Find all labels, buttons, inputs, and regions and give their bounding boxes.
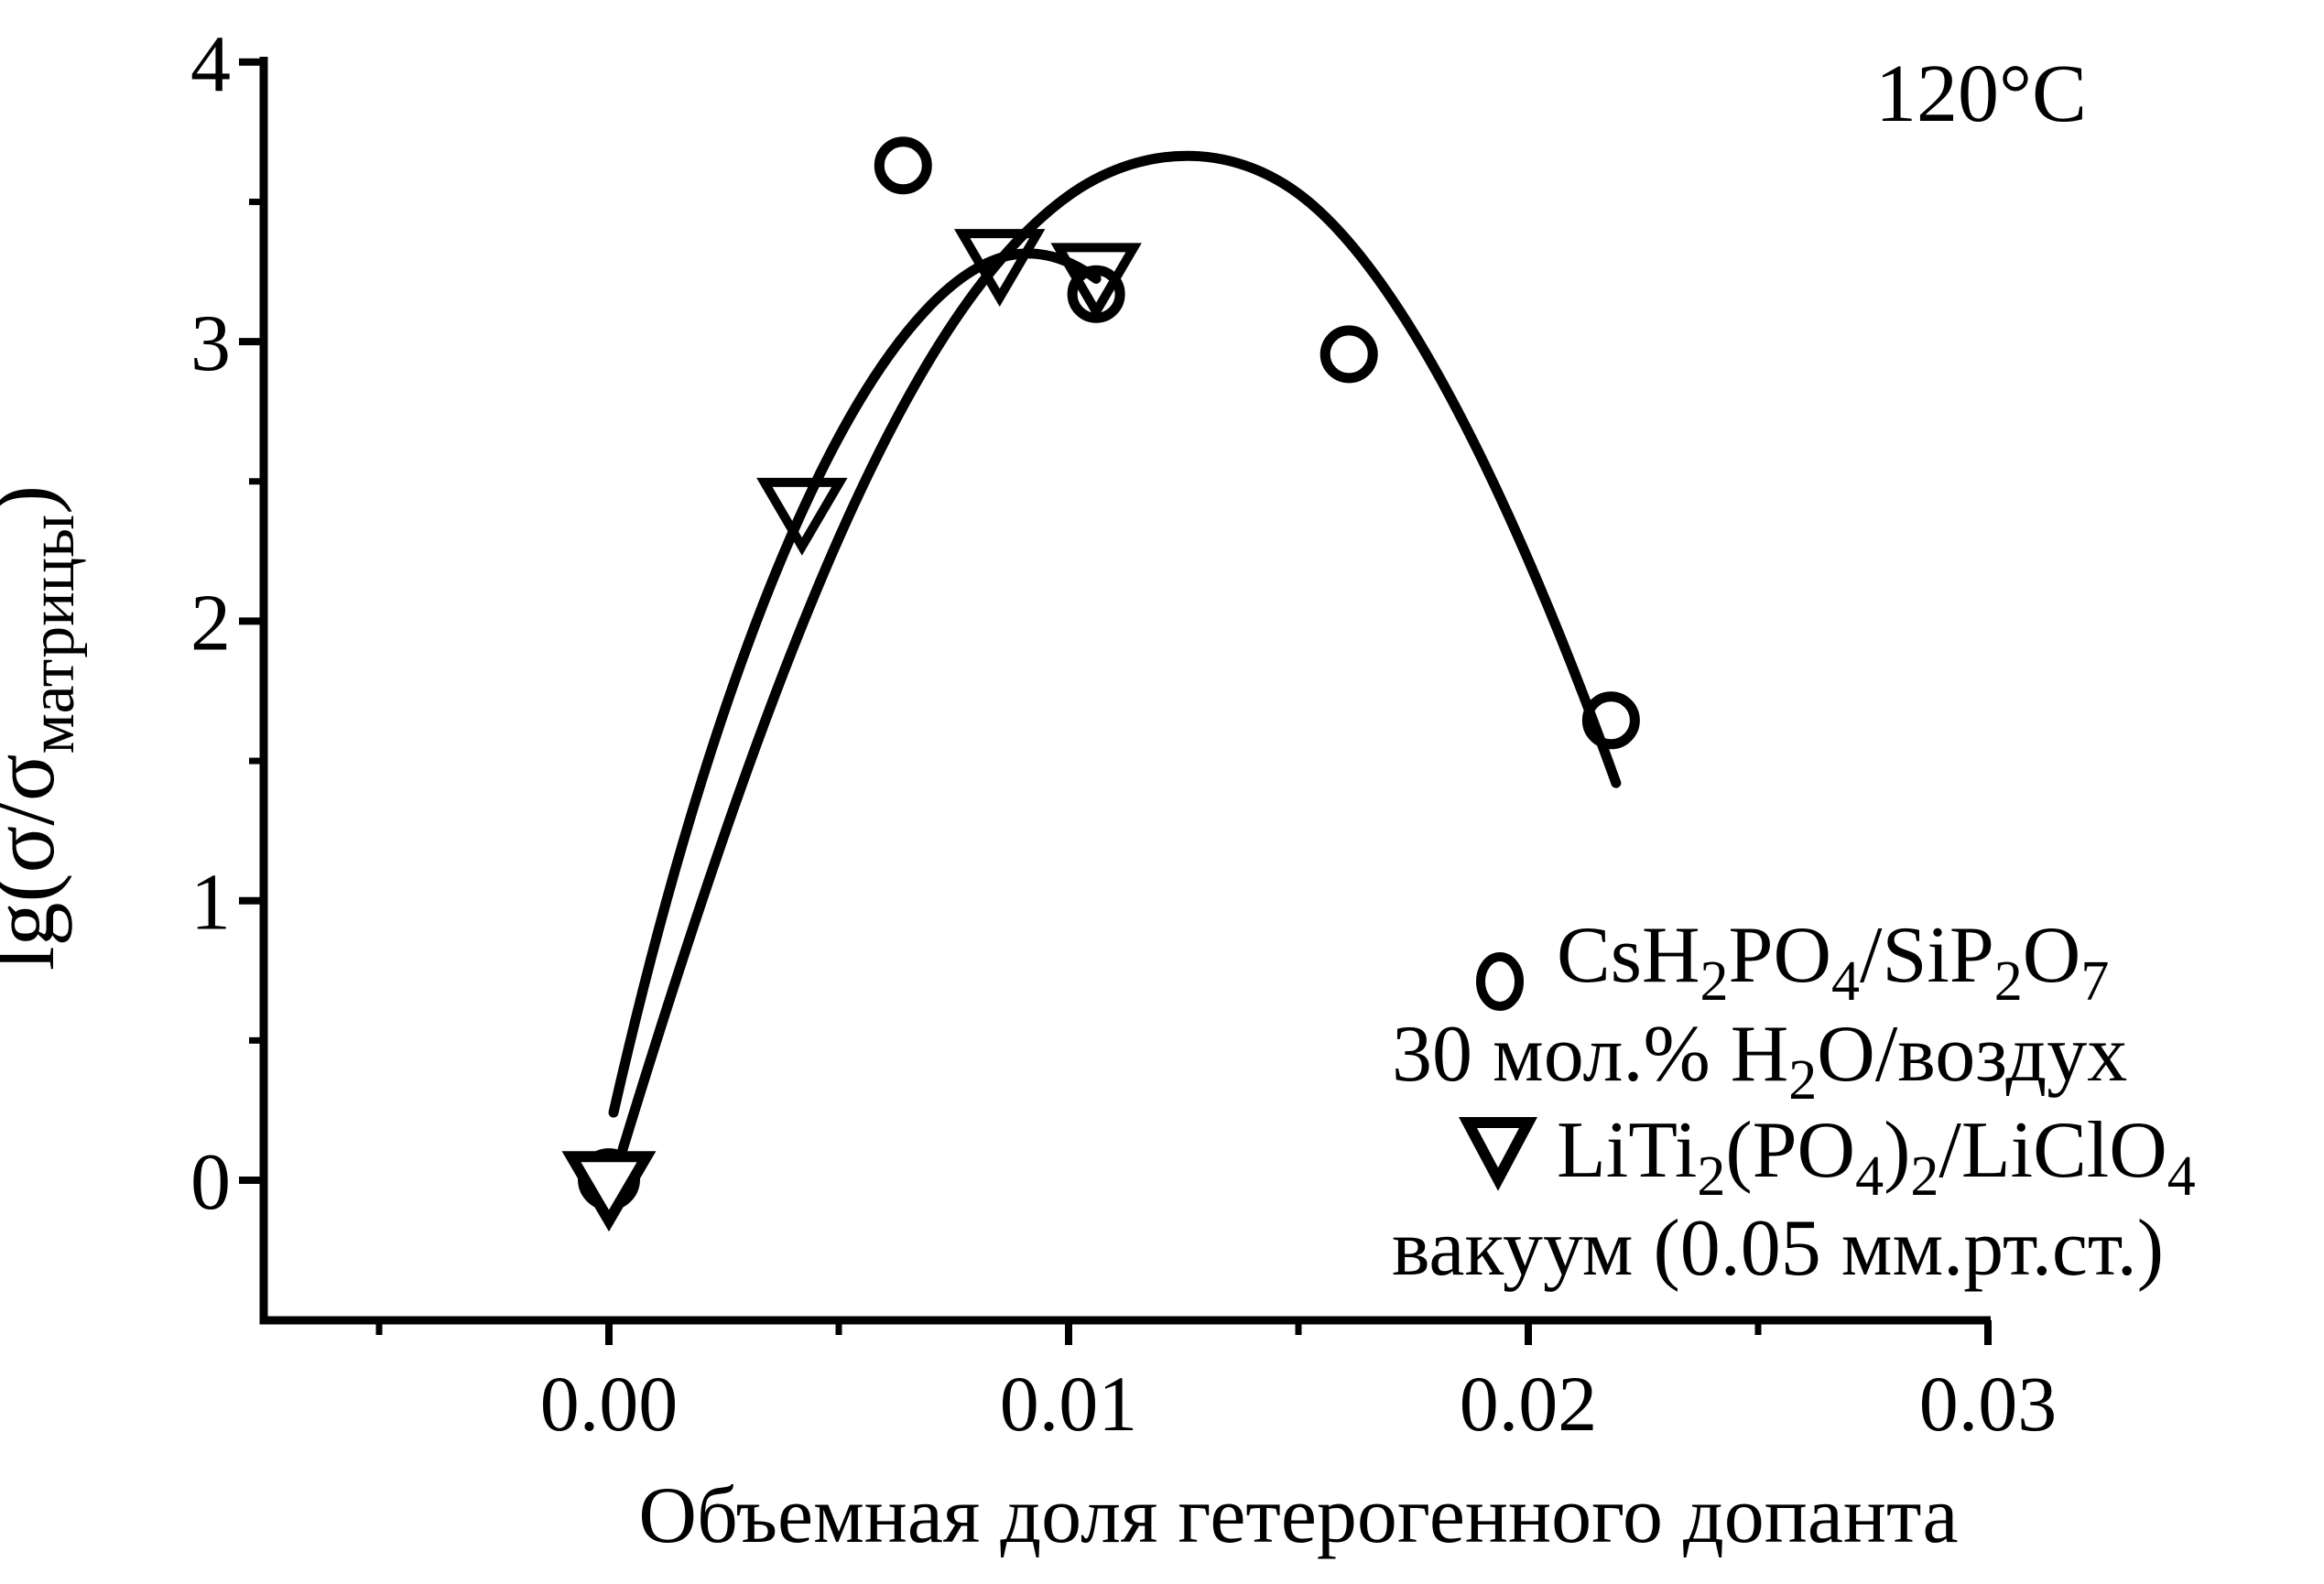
data-point-circle <box>1581 691 1640 750</box>
fit-curve-liti2po4 <box>608 248 1102 1118</box>
x-tick-label: 0.03 <box>1919 1360 2058 1448</box>
axes <box>259 57 1991 1325</box>
legend-series-1-condition: 30 мол.% H2O/воздух <box>1392 1010 2127 1112</box>
data-point-circle <box>1319 325 1378 384</box>
fit-curve-cshpo4 <box>617 150 1622 1155</box>
x-tick-label: 0.02 <box>1460 1360 1598 1448</box>
temperature-annotation: 120°C <box>1875 49 2088 139</box>
legend-series-2-condition: вакуум (0.05 мм.рт.ст.) <box>1392 1204 2164 1293</box>
legend-series-1-name: CsH2PO4/SiP2O7 <box>1557 911 2109 1013</box>
legend-series-2-name: LiTi2(PO4)2/LiClO4 <box>1557 1106 2196 1208</box>
y-tick-label: 0 <box>190 1138 231 1227</box>
legend-circle-marker <box>1476 952 1524 1011</box>
y-tick-label: 1 <box>190 859 231 948</box>
x-tick-label: 0.01 <box>1000 1360 1138 1448</box>
data-point-triangle-origin <box>561 1151 657 1232</box>
data-point-triangle <box>953 229 1046 308</box>
y-tick-label: 3 <box>190 299 231 388</box>
x-tick-label: 0.00 <box>540 1360 679 1448</box>
y-axis-title: lg(σ/σматрицы) <box>0 485 88 971</box>
y-tick-label: 4 <box>190 20 231 109</box>
data-point-triangle <box>1050 243 1142 321</box>
legend-triangle-marker <box>1459 1117 1537 1191</box>
data-point-triangle <box>756 477 848 556</box>
x-axis-title: Объемная доля гетерогенного допанта <box>638 1471 1959 1560</box>
data-point-circle <box>874 136 932 195</box>
y-tick-label: 2 <box>190 579 231 667</box>
